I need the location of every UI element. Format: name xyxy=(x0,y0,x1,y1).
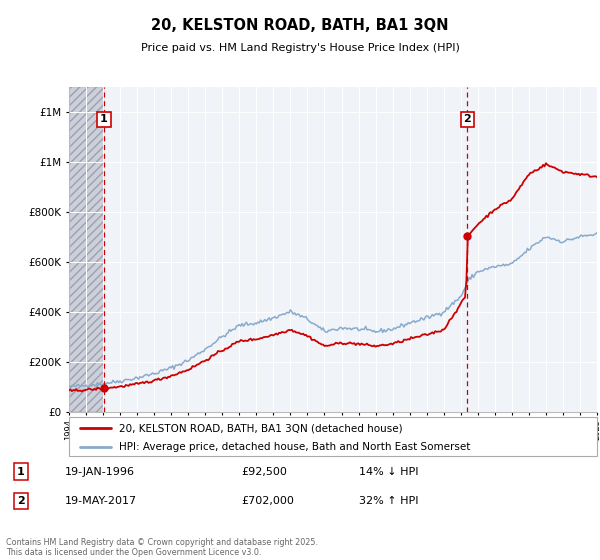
Text: Price paid vs. HM Land Registry's House Price Index (HPI): Price paid vs. HM Land Registry's House … xyxy=(140,43,460,53)
Text: 1: 1 xyxy=(17,466,25,477)
Text: £92,500: £92,500 xyxy=(241,466,287,477)
Text: 14% ↓ HPI: 14% ↓ HPI xyxy=(359,466,418,477)
Text: 1: 1 xyxy=(100,114,108,124)
Text: £702,000: £702,000 xyxy=(241,496,294,506)
Text: Contains HM Land Registry data © Crown copyright and database right 2025.
This d: Contains HM Land Registry data © Crown c… xyxy=(6,538,318,557)
FancyBboxPatch shape xyxy=(69,417,597,456)
Text: HPI: Average price, detached house, Bath and North East Somerset: HPI: Average price, detached house, Bath… xyxy=(119,442,470,451)
Bar xyxy=(69,87,104,412)
Text: 19-MAY-2017: 19-MAY-2017 xyxy=(65,496,137,506)
Text: 2: 2 xyxy=(463,114,471,124)
Text: 19-JAN-1996: 19-JAN-1996 xyxy=(65,466,135,477)
Text: 20, KELSTON ROAD, BATH, BA1 3QN: 20, KELSTON ROAD, BATH, BA1 3QN xyxy=(151,18,449,32)
Text: 20, KELSTON ROAD, BATH, BA1 3QN (detached house): 20, KELSTON ROAD, BATH, BA1 3QN (detache… xyxy=(119,423,403,433)
Text: 32% ↑ HPI: 32% ↑ HPI xyxy=(359,496,418,506)
Text: 2: 2 xyxy=(17,496,25,506)
